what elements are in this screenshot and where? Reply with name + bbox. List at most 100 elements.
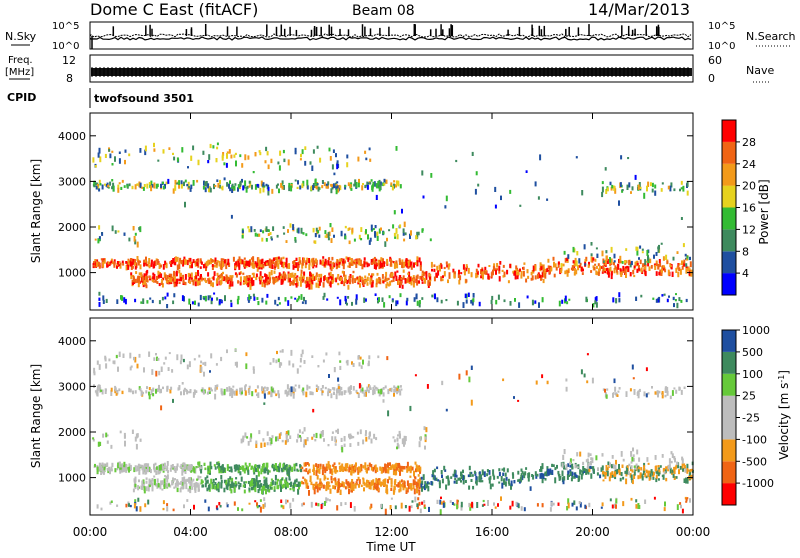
heatmap-cell <box>276 467 279 472</box>
heatmap-cell <box>297 298 300 301</box>
heatmap-cell <box>399 224 402 228</box>
heatmap-cell <box>134 499 137 504</box>
heatmap-cell <box>235 477 238 480</box>
heatmap-cell <box>683 463 686 466</box>
heatmap-cell <box>644 271 647 277</box>
heatmap-cell <box>409 485 412 490</box>
heatmap-cell <box>336 389 338 394</box>
heatmap-cell <box>406 467 409 473</box>
heatmap-cell <box>408 505 411 512</box>
heatmap-cell <box>118 388 121 392</box>
heatmap-cell <box>231 187 234 193</box>
heatmap-cell <box>566 301 569 305</box>
heatmap-cell <box>109 501 112 505</box>
x-tick-label: 00:00 <box>676 525 711 539</box>
heatmap-cell <box>358 466 360 471</box>
heatmap-cell <box>436 297 439 303</box>
heatmap-cell <box>605 465 608 471</box>
heatmap-cell <box>323 292 326 298</box>
heatmap-cell <box>509 505 512 510</box>
heatmap-cell <box>141 480 144 486</box>
heatmap-cell <box>165 278 168 281</box>
heatmap-cell <box>634 174 637 180</box>
heatmap-cell <box>326 183 329 189</box>
heatmap-cell <box>670 460 673 464</box>
heatmap-cell <box>294 297 297 300</box>
heatmap-cell <box>216 297 219 301</box>
heatmap-cell <box>620 472 623 477</box>
heatmap-cell <box>352 470 355 474</box>
heatmap-cell <box>276 277 279 282</box>
heatmap-cell <box>458 373 461 380</box>
heatmap-cell <box>599 474 602 479</box>
heatmap-cell <box>468 376 471 383</box>
heatmap-cell <box>477 183 480 187</box>
heatmap-cell <box>579 451 582 457</box>
heatmap-cell <box>409 405 412 412</box>
heatmap-cell <box>661 182 664 185</box>
heatmap-cell <box>582 461 585 466</box>
heatmap-cell <box>304 160 307 166</box>
heatmap-cell <box>616 394 619 397</box>
heatmap-cell <box>285 431 288 437</box>
heatmap-cell <box>294 179 297 182</box>
heatmap-cell <box>314 439 317 442</box>
heatmap-cell <box>378 187 381 192</box>
heatmap-cell <box>647 255 649 261</box>
nave-tick-0: 0 <box>708 72 715 85</box>
heatmap-cell <box>423 426 426 431</box>
heatmap-cell <box>514 273 517 280</box>
heatmap-cell <box>563 476 566 481</box>
heatmap-cell <box>287 229 289 233</box>
heatmap-cell <box>196 482 199 485</box>
heatmap-cell <box>207 506 210 512</box>
heatmap-cell <box>274 481 277 486</box>
heatmap-cell <box>394 264 397 268</box>
heatmap-cell <box>426 483 429 488</box>
heatmap-cell <box>248 385 251 389</box>
heatmap-cell <box>327 481 329 487</box>
heatmap-cell <box>478 479 481 483</box>
heatmap-cell <box>465 370 468 376</box>
heatmap-cell <box>526 269 529 274</box>
heatmap-cell <box>321 390 324 393</box>
heatmap-cell <box>423 504 426 509</box>
heatmap-cell <box>398 468 401 472</box>
heatmap-cell <box>290 386 293 393</box>
heatmap-cell <box>375 262 378 268</box>
heatmap-cell <box>535 474 538 479</box>
heatmap-cell <box>281 478 283 481</box>
heatmap-cell <box>404 232 407 236</box>
heatmap-cell <box>656 299 659 303</box>
heatmap-cell <box>150 259 153 265</box>
heatmap-cell <box>130 258 132 263</box>
heatmap-cell <box>323 276 326 282</box>
heatmap-cell <box>262 504 265 509</box>
heatmap-cell <box>541 463 544 470</box>
heatmap-cell <box>328 147 331 152</box>
heatmap-cell <box>189 257 192 263</box>
heatmap-cell <box>352 386 355 391</box>
heatmap-cell <box>352 484 355 487</box>
heatmap-cell <box>336 160 339 165</box>
heatmap-cell <box>124 435 126 438</box>
x-axis-label: Time UT <box>365 540 416 554</box>
heatmap-cell <box>506 269 509 275</box>
heatmap-cell <box>290 349 293 356</box>
heatmap-cell <box>180 180 183 185</box>
heatmap-cell <box>307 471 310 475</box>
heatmap-cell <box>206 479 209 484</box>
heatmap-cell <box>273 464 276 468</box>
heatmap-cell <box>315 259 318 266</box>
heatmap-cell <box>316 466 319 472</box>
heatmap-cell <box>416 465 419 471</box>
heatmap-cell <box>331 471 334 476</box>
heatmap-cell <box>481 271 484 277</box>
heatmap-cell <box>661 392 664 399</box>
heatmap-cell <box>231 183 234 189</box>
heatmap-cell <box>523 507 526 512</box>
heatmap-cell <box>558 300 561 307</box>
heatmap-cell <box>179 272 182 278</box>
heatmap-cell <box>636 262 639 265</box>
